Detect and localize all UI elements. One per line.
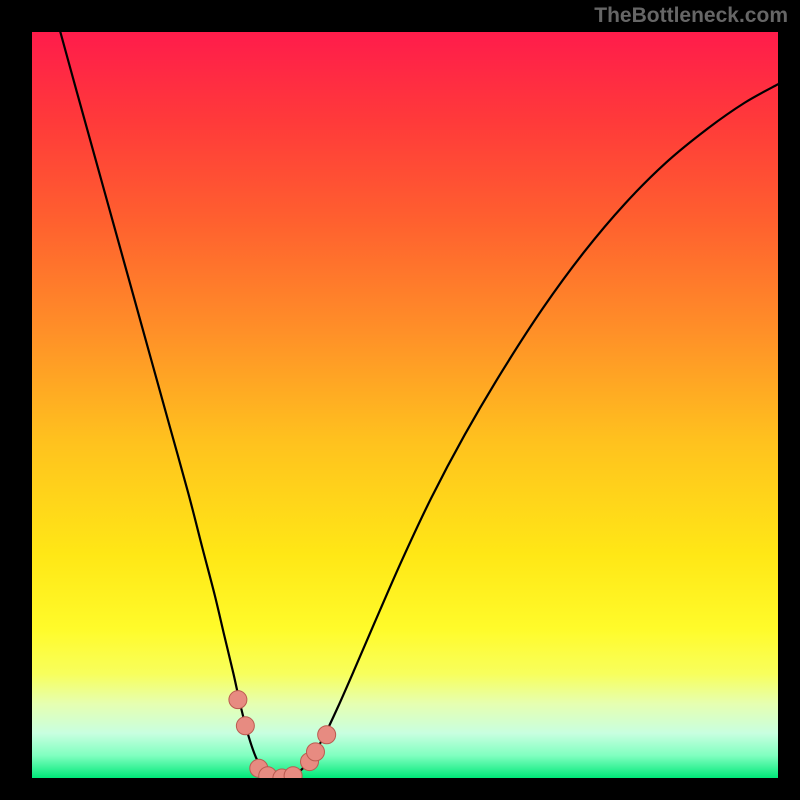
data-marker (236, 717, 254, 735)
plot-area (32, 32, 778, 778)
data-marker (306, 743, 324, 761)
data-marker (284, 767, 302, 778)
data-marker (318, 726, 336, 744)
data-marker (229, 691, 247, 709)
watermark-text: TheBottleneck.com (594, 4, 788, 28)
chart-container: { "watermark": { "text": "TheBottleneck.… (0, 0, 800, 800)
curve-layer (32, 32, 778, 778)
bottleneck-curve (60, 32, 778, 778)
